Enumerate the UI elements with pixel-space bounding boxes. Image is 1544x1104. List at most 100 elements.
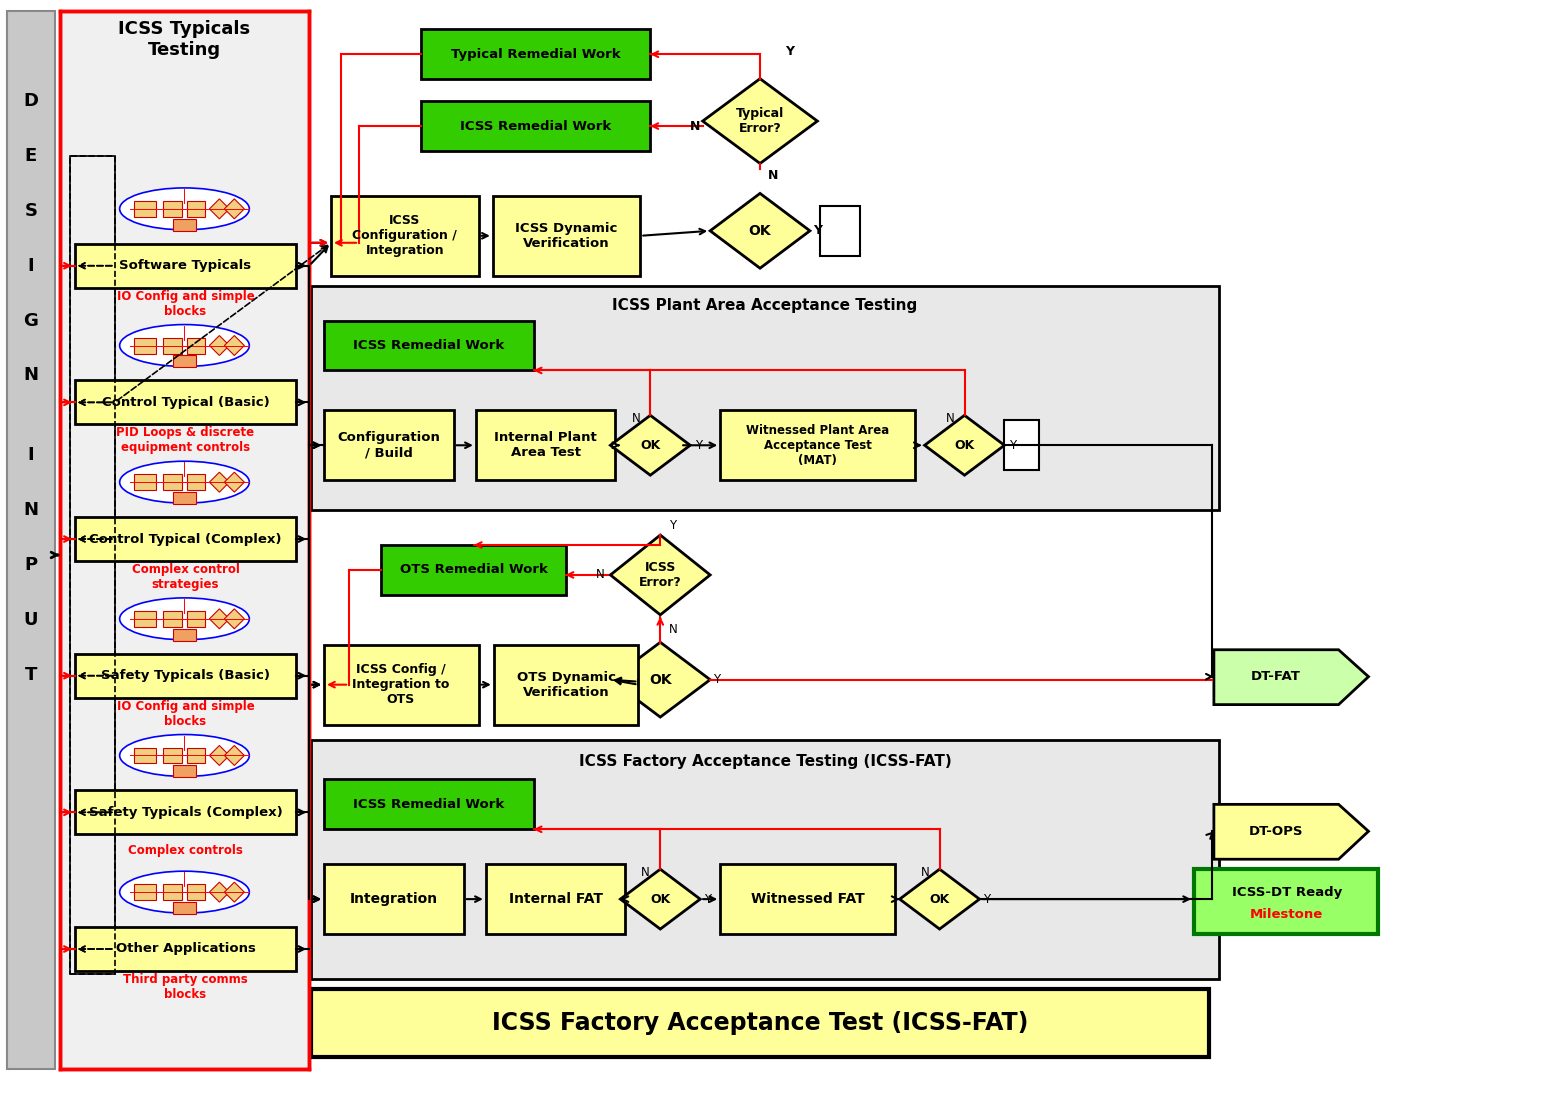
Text: G: G xyxy=(23,311,39,330)
Text: Safety Typicals (Basic): Safety Typicals (Basic) xyxy=(100,669,270,682)
Polygon shape xyxy=(224,882,244,902)
Bar xyxy=(6,11,54,1069)
Polygon shape xyxy=(224,199,244,219)
Bar xyxy=(1005,421,1039,470)
Text: N: N xyxy=(23,501,39,519)
Text: Third party comms
blocks: Third party comms blocks xyxy=(124,973,249,1001)
Text: OK: OK xyxy=(929,893,950,905)
Text: PID Loops & discrete
equipment controls: PID Loops & discrete equipment controls xyxy=(116,426,255,454)
Text: ICSS Dynamic
Verification: ICSS Dynamic Verification xyxy=(516,222,618,250)
Text: P: P xyxy=(25,556,37,574)
Bar xyxy=(69,156,114,974)
Bar xyxy=(173,492,196,505)
Text: N: N xyxy=(767,169,778,182)
Text: OK: OK xyxy=(648,672,672,687)
Text: E: E xyxy=(25,147,37,164)
Polygon shape xyxy=(210,336,230,355)
Text: ICSS Remedial Work: ICSS Remedial Work xyxy=(460,119,611,132)
Text: Internal Plant
Area Test: Internal Plant Area Test xyxy=(494,432,598,459)
Text: T: T xyxy=(25,666,37,683)
Bar xyxy=(162,201,182,216)
Bar xyxy=(720,864,894,934)
Bar xyxy=(173,219,196,231)
Bar xyxy=(324,645,479,724)
Text: ICSS Config /
Integration to
OTS: ICSS Config / Integration to OTS xyxy=(352,664,449,707)
Bar xyxy=(162,338,182,353)
Text: Complex controls: Complex controls xyxy=(128,843,242,857)
Bar xyxy=(187,475,205,490)
Bar xyxy=(312,286,1218,510)
Text: N: N xyxy=(596,569,605,582)
Text: Typical
Error?: Typical Error? xyxy=(736,107,784,135)
Text: IO Config and simple
blocks: IO Config and simple blocks xyxy=(117,700,255,728)
Polygon shape xyxy=(224,745,244,765)
Polygon shape xyxy=(1214,650,1368,704)
Text: OTS Dynamic
Verification: OTS Dynamic Verification xyxy=(517,670,616,699)
Bar xyxy=(476,411,616,480)
Polygon shape xyxy=(610,643,710,718)
Bar xyxy=(187,884,205,900)
Text: Y: Y xyxy=(669,519,676,531)
Text: Control Typical (Complex): Control Typical (Complex) xyxy=(90,532,281,545)
Text: Software Typicals: Software Typicals xyxy=(119,259,252,273)
Polygon shape xyxy=(210,199,230,219)
Bar xyxy=(74,517,296,561)
Text: Y: Y xyxy=(1008,438,1016,452)
Bar xyxy=(720,411,914,480)
Text: OK: OK xyxy=(749,224,772,237)
Text: I: I xyxy=(28,446,34,465)
Bar xyxy=(820,205,860,256)
Text: ICSS Factory Acceptance Testing (ICSS-FAT): ICSS Factory Acceptance Testing (ICSS-FA… xyxy=(579,754,951,769)
Bar xyxy=(69,156,114,974)
Text: N: N xyxy=(23,367,39,384)
Bar xyxy=(324,864,463,934)
Bar xyxy=(173,902,196,914)
Text: ICSS Plant Area Acceptance Testing: ICSS Plant Area Acceptance Testing xyxy=(613,298,917,314)
Polygon shape xyxy=(610,415,690,475)
Text: ICSS
Error?: ICSS Error? xyxy=(639,561,681,588)
Bar xyxy=(381,545,565,595)
Polygon shape xyxy=(224,473,244,492)
Text: ICSS Remedial Work: ICSS Remedial Work xyxy=(354,798,505,810)
Bar xyxy=(162,884,182,900)
Text: DT-OPS: DT-OPS xyxy=(1249,825,1303,838)
Polygon shape xyxy=(210,473,230,492)
Text: Y: Y xyxy=(713,673,720,687)
Text: I: I xyxy=(28,257,34,275)
Text: N: N xyxy=(922,866,929,879)
Bar xyxy=(493,195,641,276)
Text: Internal FAT: Internal FAT xyxy=(508,892,602,906)
Bar xyxy=(134,884,156,900)
Text: Witnessed FAT: Witnessed FAT xyxy=(750,892,865,906)
Bar xyxy=(173,355,196,368)
Ellipse shape xyxy=(119,325,249,367)
Text: Control Typical (Basic): Control Typical (Basic) xyxy=(102,396,269,408)
Bar xyxy=(74,654,296,698)
Polygon shape xyxy=(210,882,230,902)
Polygon shape xyxy=(224,336,244,355)
Text: Witnessed Plant Area
Acceptance Test
(MAT): Witnessed Plant Area Acceptance Test (MA… xyxy=(746,424,889,467)
Text: Y: Y xyxy=(984,893,990,905)
Ellipse shape xyxy=(119,734,249,776)
Bar xyxy=(324,320,534,371)
Bar xyxy=(134,338,156,353)
Text: Y: Y xyxy=(814,224,823,237)
Text: IO Config and simple
blocks: IO Config and simple blocks xyxy=(117,289,255,318)
Bar xyxy=(173,765,196,777)
Ellipse shape xyxy=(119,871,249,913)
Bar xyxy=(173,629,196,640)
Bar xyxy=(187,338,205,353)
Text: ICSS Typicals
Testing: ICSS Typicals Testing xyxy=(119,20,250,59)
Text: U: U xyxy=(23,611,39,629)
Bar xyxy=(162,475,182,490)
Bar xyxy=(312,740,1218,979)
Bar xyxy=(74,244,296,288)
Text: OK: OK xyxy=(641,438,661,452)
Polygon shape xyxy=(925,415,1005,475)
Ellipse shape xyxy=(119,598,249,640)
Bar xyxy=(187,747,205,764)
Polygon shape xyxy=(210,745,230,765)
Text: Y: Y xyxy=(786,45,795,57)
Bar xyxy=(74,381,296,424)
Polygon shape xyxy=(224,609,244,629)
